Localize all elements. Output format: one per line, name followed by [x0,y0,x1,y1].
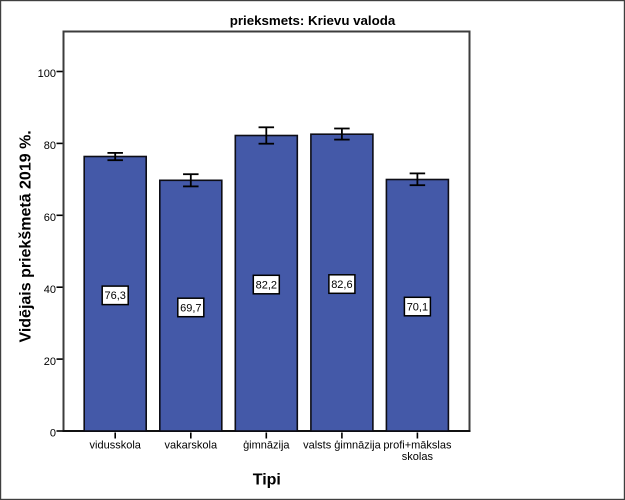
svg-text:60: 60 [44,212,56,224]
svg-text:vakarskola: vakarskola [165,440,218,452]
svg-text:80: 80 [44,140,56,152]
svg-text:40: 40 [44,284,56,296]
svg-text:Tipi: Tipi [253,471,281,488]
svg-text:skolas: skolas [402,451,434,463]
svg-text:prieksmets: Krievu valoda: prieksmets: Krievu valoda [230,13,396,28]
svg-text:0: 0 [50,428,56,440]
svg-text:70,1: 70,1 [407,301,428,313]
svg-text:100: 100 [38,68,56,80]
svg-text:76,3: 76,3 [104,290,125,302]
svg-text:Vidējais priekšmetā 2019 %.: Vidējais priekšmetā 2019 %. [17,130,34,342]
svg-text:ģimnāzija: ģimnāzija [243,439,290,452]
svg-text:profi+mākslas: profi+mākslas [383,440,452,452]
svg-text:82,2: 82,2 [256,279,277,291]
svg-text:82,6: 82,6 [331,279,352,291]
svg-text:20: 20 [44,356,56,368]
svg-text:valsts ģimnāzija: valsts ģimnāzija [303,439,382,452]
svg-text:vidusskola: vidusskola [90,440,142,452]
svg-text:69,7: 69,7 [180,302,201,314]
